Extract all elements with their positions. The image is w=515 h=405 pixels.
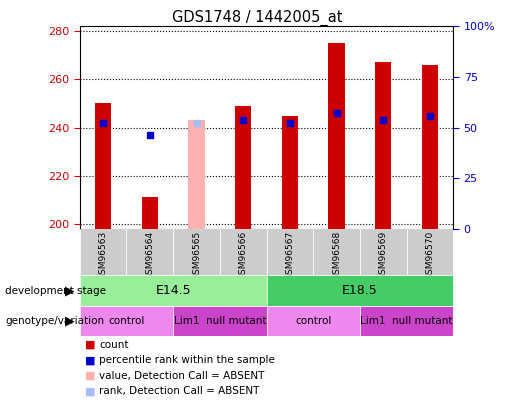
Bar xyxy=(173,306,267,336)
Text: GSM96567: GSM96567 xyxy=(285,231,295,280)
Bar xyxy=(360,229,406,275)
Bar xyxy=(267,306,360,336)
Bar xyxy=(360,306,453,336)
Bar xyxy=(375,62,391,229)
Bar xyxy=(95,103,111,229)
Bar xyxy=(406,229,453,275)
Text: GSM96568: GSM96568 xyxy=(332,231,341,280)
Text: percentile rank within the sample: percentile rank within the sample xyxy=(99,356,276,365)
Text: GSM96563: GSM96563 xyxy=(99,231,108,280)
Text: development stage: development stage xyxy=(5,286,106,296)
Bar xyxy=(282,115,298,229)
Bar xyxy=(80,306,173,336)
Bar xyxy=(80,275,267,306)
Text: ■: ■ xyxy=(85,386,95,396)
Bar xyxy=(267,275,453,306)
Text: ■: ■ xyxy=(85,356,95,365)
Text: count: count xyxy=(99,340,129,350)
Bar xyxy=(220,229,267,275)
Text: Lim1  null mutant: Lim1 null mutant xyxy=(360,316,453,326)
Text: GSM96565: GSM96565 xyxy=(192,231,201,280)
Text: GSM96570: GSM96570 xyxy=(425,231,434,280)
Bar xyxy=(313,229,360,275)
Text: rank, Detection Call = ABSENT: rank, Detection Call = ABSENT xyxy=(99,386,260,396)
Bar xyxy=(188,120,204,229)
Text: GSM96566: GSM96566 xyxy=(238,231,248,280)
Text: ▶: ▶ xyxy=(65,284,74,297)
Text: genotype/variation: genotype/variation xyxy=(5,316,104,326)
Text: value, Detection Call = ABSENT: value, Detection Call = ABSENT xyxy=(99,371,265,381)
Bar xyxy=(235,106,251,229)
Bar xyxy=(127,229,173,275)
Bar xyxy=(267,229,313,275)
Text: GSM96569: GSM96569 xyxy=(379,231,388,280)
Bar xyxy=(173,229,220,275)
Text: ■: ■ xyxy=(85,340,95,350)
Text: ■: ■ xyxy=(85,371,95,381)
Text: E14.5: E14.5 xyxy=(156,284,191,297)
Text: Lim1  null mutant: Lim1 null mutant xyxy=(174,316,266,326)
Text: ▶: ▶ xyxy=(65,314,74,328)
Text: control: control xyxy=(295,316,331,326)
Bar xyxy=(422,65,438,229)
Bar xyxy=(329,43,345,229)
Text: GDS1748 / 1442005_at: GDS1748 / 1442005_at xyxy=(172,10,343,26)
Bar xyxy=(142,198,158,229)
Text: E18.5: E18.5 xyxy=(342,284,377,297)
Bar xyxy=(80,229,127,275)
Text: GSM96564: GSM96564 xyxy=(145,231,154,280)
Text: control: control xyxy=(108,316,145,326)
